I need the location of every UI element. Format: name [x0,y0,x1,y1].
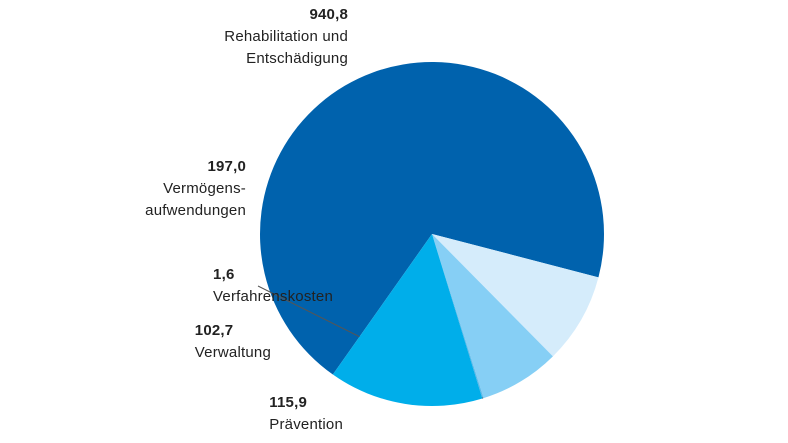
slice-vermoegen [332,234,483,406]
slice-name-praevention: Prävention [269,416,343,433]
slice-praevention [432,234,599,357]
slice-rehabilitation [260,62,604,375]
slice-verfahrenskosten [432,234,484,399]
slice-name-vermoegen-line2: aufwendungen [145,202,246,219]
slice-name-vermoegen-line1: Vermögens- [163,180,246,197]
slice-label-praevention: 115,9 Prävention [269,392,343,436]
slice-name-verwaltung: Verwaltung [194,344,271,361]
slice-value-rehabilitation: 940,8 [309,6,348,23]
slice-value-verwaltung: 102,7 [194,322,234,339]
slice-label-verfahrenskosten: 1,6 Verfahrenskosten [213,264,333,308]
slice-name-rehabilitation-line2: Entschädigung [246,50,348,67]
slice-value-vermoegen: 197,0 [207,158,246,175]
slice-label-verwaltung: 102,7 Verwaltung [195,320,271,364]
slice-label-rehabilitation: 940,8 Rehabilitation und Entschädigung [224,4,348,70]
slice-label-vermoegen: 197,0 Vermögens- aufwendungen [145,156,246,222]
slice-value-verfahrenskosten: 1,6 [213,266,235,283]
slice-name-rehabilitation-line1: Rehabilitation und [224,28,348,45]
slice-value-praevention: 115,9 [269,394,307,411]
slice-name-verfahrenskosten: Verfahrenskosten [213,288,333,305]
slice-verwaltung [432,234,553,399]
